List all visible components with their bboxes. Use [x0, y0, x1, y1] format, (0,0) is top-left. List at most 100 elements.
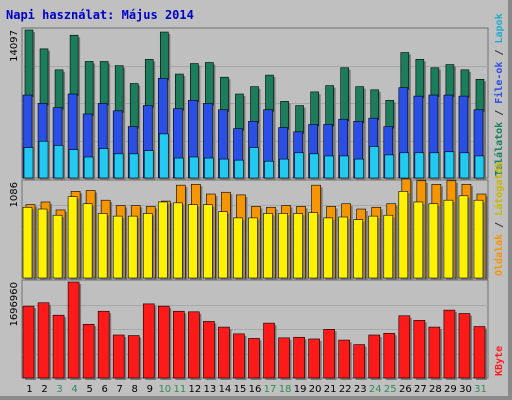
sites-bar [443, 199, 454, 279]
sites-bar [293, 213, 303, 279]
kbytes-bar [218, 326, 230, 379]
pages-bar [294, 152, 304, 179]
kbytes-bar [323, 329, 335, 379]
sites-bar [142, 213, 153, 279]
sites-bar [398, 191, 409, 279]
kbytes-bar [248, 338, 260, 379]
pages-bar [204, 157, 214, 179]
sites-bar [173, 202, 183, 279]
pages-bar [128, 153, 139, 179]
kbytes-bar [188, 311, 200, 379]
pages-bar [249, 147, 259, 179]
pages-bar [339, 155, 349, 179]
x-tick-label: 29 [444, 384, 457, 395]
sites-bar [368, 215, 379, 279]
x-tick-label: 9 [147, 384, 153, 395]
kbytes-bar [52, 314, 65, 379]
pages-bar [68, 149, 79, 179]
kbytes-bar [308, 338, 320, 379]
x-tick-label: 3 [56, 384, 62, 395]
sites-bar [218, 211, 228, 279]
pages-bar [53, 145, 64, 179]
pages-bar [143, 150, 154, 179]
sites-bar [278, 213, 288, 279]
pages-bar [459, 152, 470, 179]
x-tick-label: 21 [324, 384, 337, 395]
pages-bar [98, 148, 109, 179]
kbytes-bar [413, 319, 426, 379]
pages-bar [83, 156, 94, 179]
x-tick-label: 30 [459, 384, 472, 395]
x-tick-label: 14 [219, 384, 232, 395]
sites-bar [458, 195, 469, 279]
pages-bar [384, 154, 395, 179]
page-title: Napi használat: Május 2014 [6, 8, 194, 22]
pages-bar [219, 158, 229, 179]
side-label-hits-files-pages: Találatok / File-ok / Lapok [493, 13, 505, 176]
sites-bar [203, 204, 213, 279]
y-max-label: 1086 [9, 182, 20, 207]
pages-bar [279, 158, 289, 179]
kbytes-bar [383, 333, 396, 379]
kbytes-bar [157, 305, 170, 379]
kbytes-bar [458, 313, 471, 379]
sites-bar [428, 203, 439, 279]
kbytes-bar [173, 310, 185, 379]
x-tick-label: 5 [86, 384, 92, 395]
sites-bar [157, 201, 168, 279]
x-tick-label: 20 [309, 384, 322, 395]
sites-bar [112, 215, 123, 279]
kbytes-bar [142, 303, 155, 379]
side-label-kbytes: KByte [494, 346, 505, 376]
x-tick-label: 10 [158, 384, 171, 395]
kbytes-bar [398, 315, 411, 379]
x-tick-label: 13 [204, 384, 217, 395]
x-tick-label: 27 [414, 384, 427, 395]
sites-bar [353, 219, 364, 279]
pages-bar [113, 153, 124, 179]
kbytes-bar [263, 322, 275, 379]
sites-bar [263, 213, 273, 279]
pages-bar [309, 153, 319, 179]
pages-bar [264, 160, 274, 179]
sites-bar [127, 215, 138, 279]
y-max-label: 14097 [9, 30, 20, 62]
pages-bar [23, 147, 34, 179]
pages-bar [324, 155, 334, 179]
kbytes-bar [67, 281, 80, 379]
pages-bar [234, 159, 244, 179]
sites-bar [308, 212, 318, 279]
pages-bar [369, 146, 380, 179]
sites-bar [52, 214, 63, 279]
x-tick-label: 15 [234, 384, 247, 395]
sites-bar [82, 203, 93, 279]
kbytes-bar [112, 334, 125, 379]
x-tick-label: 6 [101, 384, 107, 395]
x-tick-label: 23 [354, 384, 367, 395]
x-tick-label: 7 [117, 384, 123, 395]
x-tick-label: 1 [26, 384, 32, 395]
pages-bar [174, 157, 184, 179]
kbytes-bar [368, 334, 381, 379]
pages-bar [399, 152, 410, 179]
sites-bar [248, 217, 258, 279]
x-tick-label: 28 [429, 384, 442, 395]
sites-bar [338, 216, 348, 279]
kbytes-bar [82, 323, 95, 379]
kbytes-bar [353, 344, 366, 379]
sites-bar [383, 214, 394, 279]
kbytes-bar [233, 333, 245, 379]
sites-bar [97, 213, 108, 279]
pages-bar [429, 152, 440, 179]
x-tick-label: 25 [384, 384, 397, 395]
sites-bar [323, 217, 333, 279]
pages-bar [414, 152, 425, 179]
x-tick-label: 16 [249, 384, 262, 395]
x-tick-label: 19 [294, 384, 307, 395]
x-tick-label: 8 [132, 384, 138, 395]
kbytes-bar [293, 336, 305, 379]
sites-bar [37, 208, 48, 279]
x-tick-label: 2 [41, 384, 47, 395]
x-tick-label: 24 [369, 384, 382, 395]
sites-bar [233, 217, 243, 279]
